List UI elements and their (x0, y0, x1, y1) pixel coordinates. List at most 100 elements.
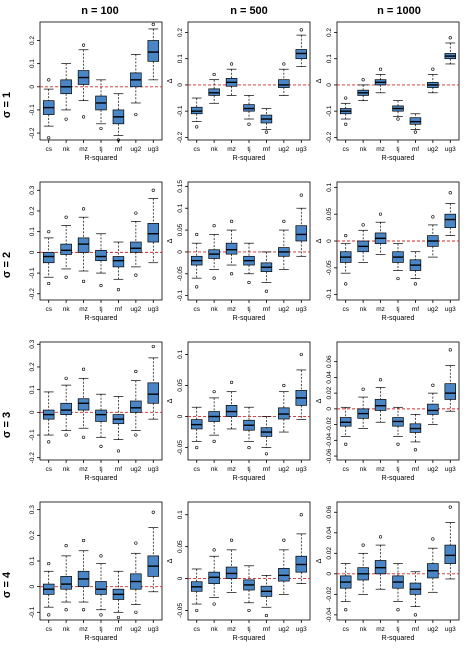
x-tick-label-mf: mf (115, 306, 122, 313)
y-tick-label: 0 (326, 239, 333, 243)
outlier-point (431, 67, 435, 71)
x-axis-label: R-squared (233, 475, 266, 482)
x-tick-label-ug3: ug3 (445, 306, 456, 313)
y-tick-label: 0.04 (326, 526, 333, 539)
y-tick-label: -0.02 (326, 587, 333, 602)
y-tick-label: -0.2 (29, 452, 36, 464)
outlier-point (378, 535, 383, 539)
outlier-point (264, 613, 269, 618)
outlier-point (378, 67, 383, 71)
outlier-point (64, 376, 68, 380)
x-tick-label-ug3: ug3 (445, 626, 456, 633)
outlier-point (116, 449, 121, 453)
x-tick-label-cs: cs (193, 306, 200, 313)
box-tj (95, 409, 107, 422)
row-title-sigma2: σ = 2 (1, 252, 13, 278)
outlier-point (229, 538, 234, 542)
plot-frame (187, 21, 311, 141)
outlier-point (396, 117, 400, 121)
row-title-sigma1: σ = 1 (1, 92, 13, 118)
x-tick-label-nk: nk (63, 466, 71, 473)
y-tick-label: 0 (326, 572, 333, 576)
x-tick-label-ug3: ug3 (445, 466, 456, 473)
x-tick-label-ug3: ug3 (148, 626, 159, 633)
y-tick-label: 0 (177, 250, 184, 254)
y-tick-label: 0.1 (29, 59, 36, 68)
y-tick-label: 0 (29, 410, 36, 414)
x-tick-label-mz: mz (376, 306, 385, 313)
outlier-point (396, 608, 400, 612)
y-tick-label: 0 (29, 250, 36, 254)
panels-group: -0.2 -0.1 0 0.1 0.2 cs nk mz tj mf ug2 ug3 R-squared… (29, 21, 460, 642)
panel-r4-c1: -0.1 0 0.1 0.2 0.3 cs nk mz tj mf ug2 ug3 R-squared (29, 501, 163, 642)
box-ug3 (147, 382, 160, 404)
x-tick-label-nk: nk (211, 466, 219, 473)
outlier-point (229, 219, 234, 223)
outlier-point (151, 22, 155, 26)
outlier-point (448, 348, 452, 352)
outlier-point (212, 276, 216, 280)
y-tick-label: 0.02 (326, 547, 333, 560)
outlier-point (81, 435, 86, 439)
y-tick-label: -0.04 (326, 433, 333, 448)
outlier-point (413, 448, 418, 452)
x-tick-label-ug2: ug2 (130, 146, 141, 153)
y-tick-label: -0.2 (29, 127, 36, 139)
x-tick-label-mz: mz (376, 626, 385, 633)
y-tick-label: -0.1 (326, 289, 333, 301)
outlier-point (361, 78, 365, 82)
outlier-point (99, 283, 103, 288)
x-tick-label-nk: nk (63, 626, 71, 633)
x-axis-label: R-squared (382, 475, 415, 482)
outlier-point (134, 433, 138, 437)
column-title-n100: n = 100 (81, 5, 119, 17)
y-tick-label: -0.05 (177, 266, 184, 281)
outlier-point (64, 544, 68, 548)
x-tick-label-mz: mz (227, 626, 236, 633)
box-ug3 (147, 223, 160, 243)
x-axis-label: R-squared (233, 635, 266, 642)
outlier-point (247, 122, 251, 126)
x-tick-label-ug2: ug2 (130, 466, 141, 473)
outlier-point (99, 444, 103, 448)
outlier-point (229, 272, 234, 276)
outlier-point (64, 275, 68, 279)
x-tick-label-ug2: ug2 (278, 306, 289, 313)
box-ug3 (295, 225, 308, 242)
y-tick-label: -0.02 (326, 417, 333, 432)
x-axis-label: R-squared (233, 315, 266, 322)
y-tick-label: 0.06 (326, 506, 333, 519)
box-ug2 (130, 400, 142, 413)
x-tick-label-ug2: ug2 (130, 306, 141, 313)
x-tick-label-mf: mf (263, 466, 270, 473)
outlier-point (195, 232, 199, 237)
y-tick-label: -0.1 (29, 267, 36, 279)
x-axis-label: R-squared (382, 635, 415, 642)
x-tick-label-ug3: ug3 (148, 466, 159, 473)
y-tick-label: 0.02 (326, 386, 333, 399)
y-tick-label: 0.2 (29, 362, 36, 371)
outlier-point (431, 215, 435, 219)
outlier-point (81, 279, 86, 283)
outlier-point (47, 281, 51, 286)
y-tick-label: 0.3 (29, 505, 36, 514)
y-tick-label: 0.3 (29, 339, 36, 348)
y-tick-label: -0.06 (326, 448, 333, 463)
x-tick-label-tj: tj (247, 466, 250, 473)
box-ug2 (278, 79, 290, 88)
x-tick-label-mf: mf (115, 626, 122, 633)
outlier-point (378, 212, 383, 216)
outlier-point (344, 122, 348, 126)
y-axis-label: Δ (167, 558, 174, 563)
x-tick-label-tj: tj (99, 626, 102, 633)
outlier-point (282, 538, 286, 542)
outlier-point (361, 223, 365, 227)
outlier-point (195, 125, 199, 129)
outlier-point (81, 207, 86, 211)
x-tick-label-ug3: ug3 (445, 146, 456, 153)
outlier-point (47, 136, 51, 140)
box-ug3 (444, 213, 457, 228)
y-tick-label: 0 (177, 83, 184, 87)
y-axis-label: Δ (316, 558, 323, 563)
box-mz (77, 237, 90, 253)
